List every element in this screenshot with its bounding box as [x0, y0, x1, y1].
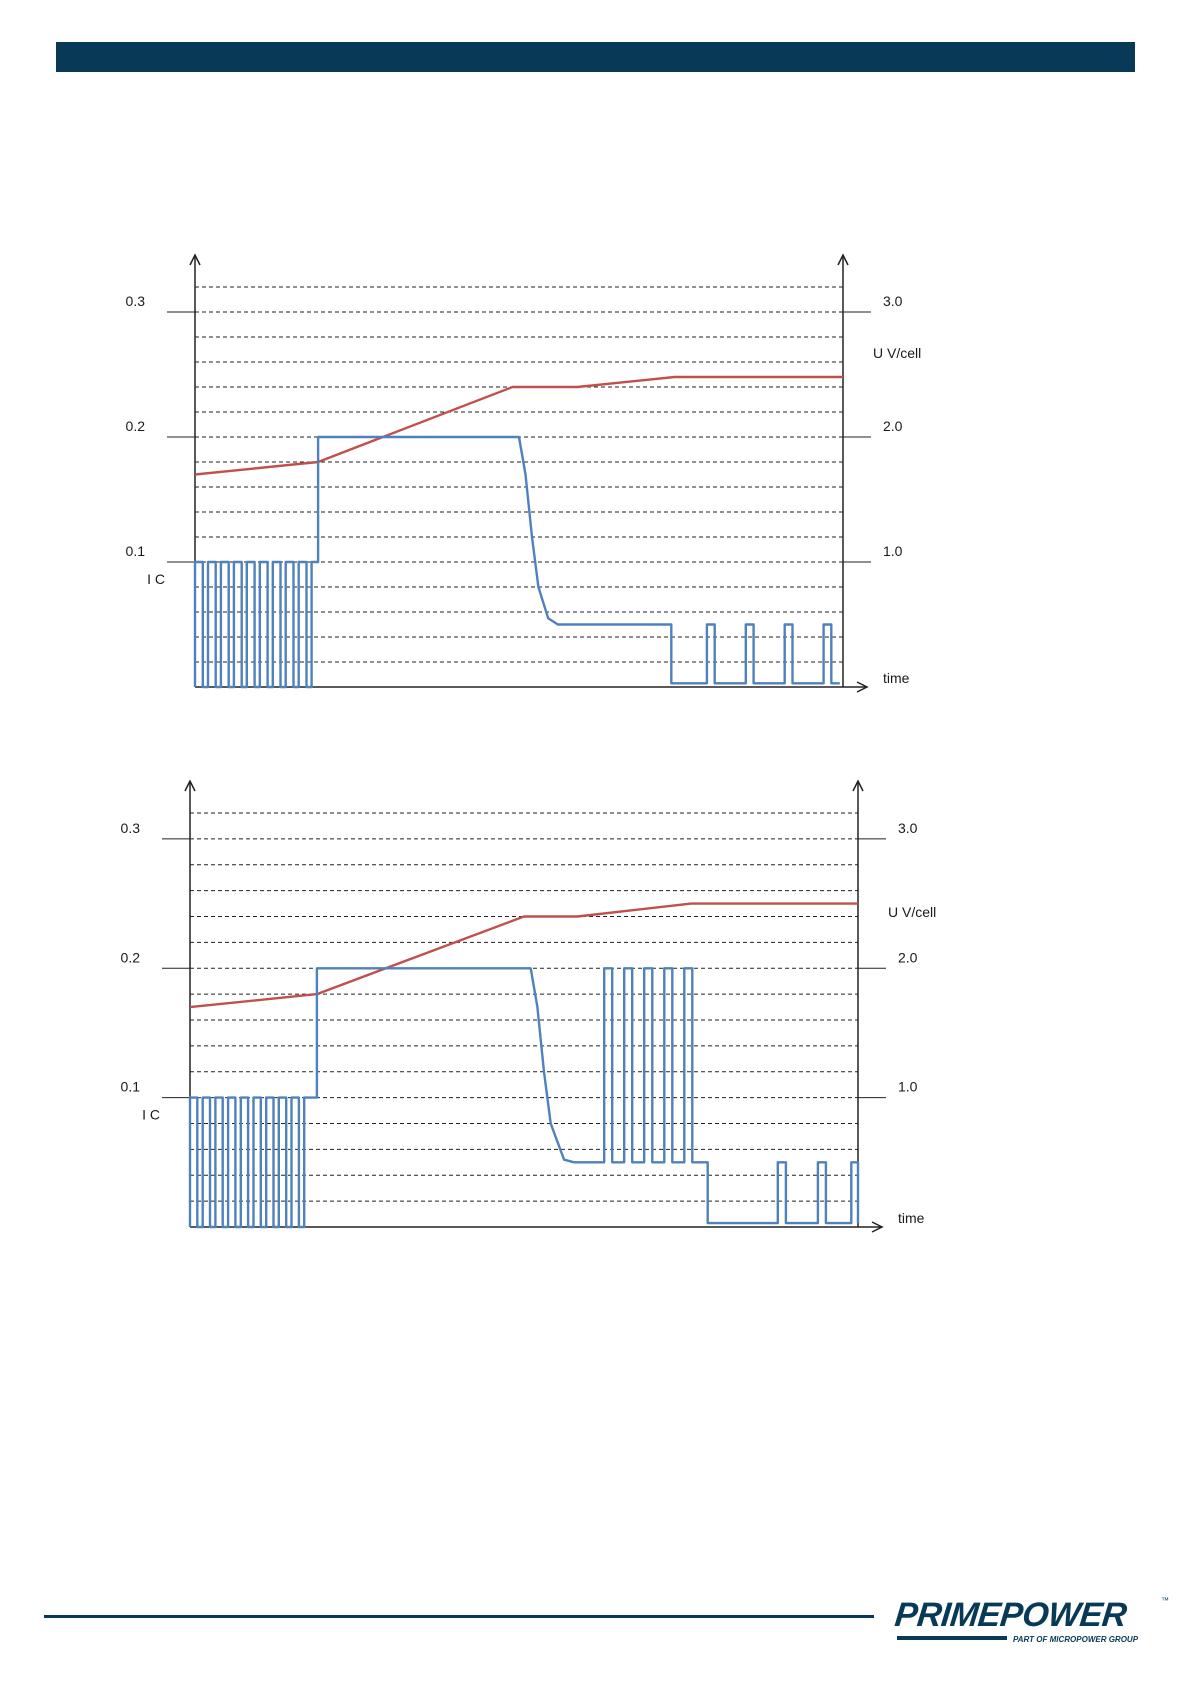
right-axis-label: U V/cell: [873, 345, 921, 361]
right-tick-label: 3.0: [883, 293, 903, 309]
charge-profile-chart-2: 0.3 0.2 0.1 3.0 2.0 1.0 I C U V/cell time: [121, 780, 936, 1233]
right-tick-label: 3.0: [898, 820, 918, 836]
header-bar: [56, 42, 1135, 72]
left-axis-label: I C: [147, 571, 165, 587]
left-tick-label: 0.3: [126, 293, 146, 309]
right-axis-label: U V/cell: [888, 904, 936, 920]
x-axis-arrow-icon: [871, 1221, 884, 1233]
right-tick-label: 2.0: [898, 949, 918, 965]
logo-wordmark: PRIMEPOWER: [893, 1596, 1129, 1634]
right-axis-arrow-icon: [852, 780, 864, 792]
left-axis-arrow-icon: [184, 780, 196, 792]
right-tick-label: 1.0: [883, 543, 903, 559]
logo-tagline: PART OF MICROPOWER GROUP: [1013, 1635, 1139, 1644]
current-series-line: [193, 435, 840, 689]
right-tick-label: 2.0: [883, 418, 903, 434]
left-axis-label: I C: [142, 1107, 160, 1123]
left-tick-label: 0.2: [121, 949, 141, 965]
voltage-series-line: [194, 375, 843, 476]
primepower-logo: PRIMEPOWER ™ PART OF MICROPOWER GROUP: [893, 1596, 1175, 1652]
left-tick-label: 0.1: [121, 1079, 141, 1095]
left-tick-label: 0.2: [126, 418, 146, 434]
footer-line: [44, 1615, 874, 1618]
x-axis-arrow-icon: [856, 681, 869, 693]
left-axis-arrow-icon: [189, 253, 201, 266]
voltage-series-line: [189, 902, 858, 1009]
current-series-line: [188, 967, 860, 1229]
left-tick-label: 0.3: [121, 820, 141, 836]
logo-trademark: ™: [1161, 1596, 1169, 1605]
left-tick-label: 0.1: [126, 543, 146, 559]
x-axis-label: time: [898, 1210, 925, 1226]
logo-stripe: [897, 1636, 1007, 1640]
right-tick-label: 1.0: [898, 1079, 918, 1095]
x-axis-label: time: [883, 670, 910, 686]
right-axis-arrow-icon: [837, 253, 849, 266]
charge-profile-chart-1: 0.3 0.2 0.1 3.0 2.0 1.0 I C U V/cell time: [126, 253, 921, 693]
